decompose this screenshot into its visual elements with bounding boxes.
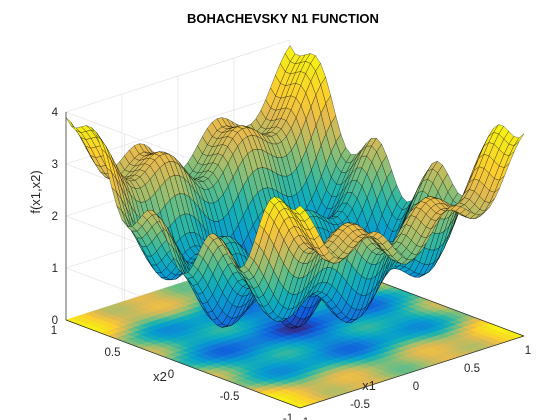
z-tick-label: 4 <box>52 107 59 119</box>
y-tick-label: -0.5 <box>220 391 240 403</box>
z-tick-label: 3 <box>52 159 58 171</box>
x-tick-label: 1 <box>525 345 531 357</box>
z-axis-label: f(x1,x2) <box>28 170 43 213</box>
z-tick-label: 1 <box>52 263 58 275</box>
y-tick-label: -1 <box>283 413 293 420</box>
axis-line <box>65 319 301 409</box>
x-tick-label: -1 <box>299 417 309 420</box>
y-tick-label: 1 <box>51 325 57 337</box>
y-axis-label: x2 <box>153 369 167 384</box>
surface-mesh <box>65 45 525 329</box>
y-tick-label: 0 <box>168 369 174 381</box>
x-tick-label: 0 <box>413 381 419 393</box>
axis-line <box>299 335 525 409</box>
surface-facet <box>513 133 525 146</box>
chart-title: BOHACHEVSKY N1 FUNCTION <box>187 11 379 26</box>
z-tick-label: 0 <box>52 315 58 327</box>
y-tick-label: 0.5 <box>105 347 121 359</box>
x-tick-label: -0.5 <box>350 399 370 411</box>
z-tick-label: 2 <box>52 211 58 223</box>
x-axis-label: x1 <box>362 378 376 393</box>
x-tick-label: 0.5 <box>464 363 480 375</box>
